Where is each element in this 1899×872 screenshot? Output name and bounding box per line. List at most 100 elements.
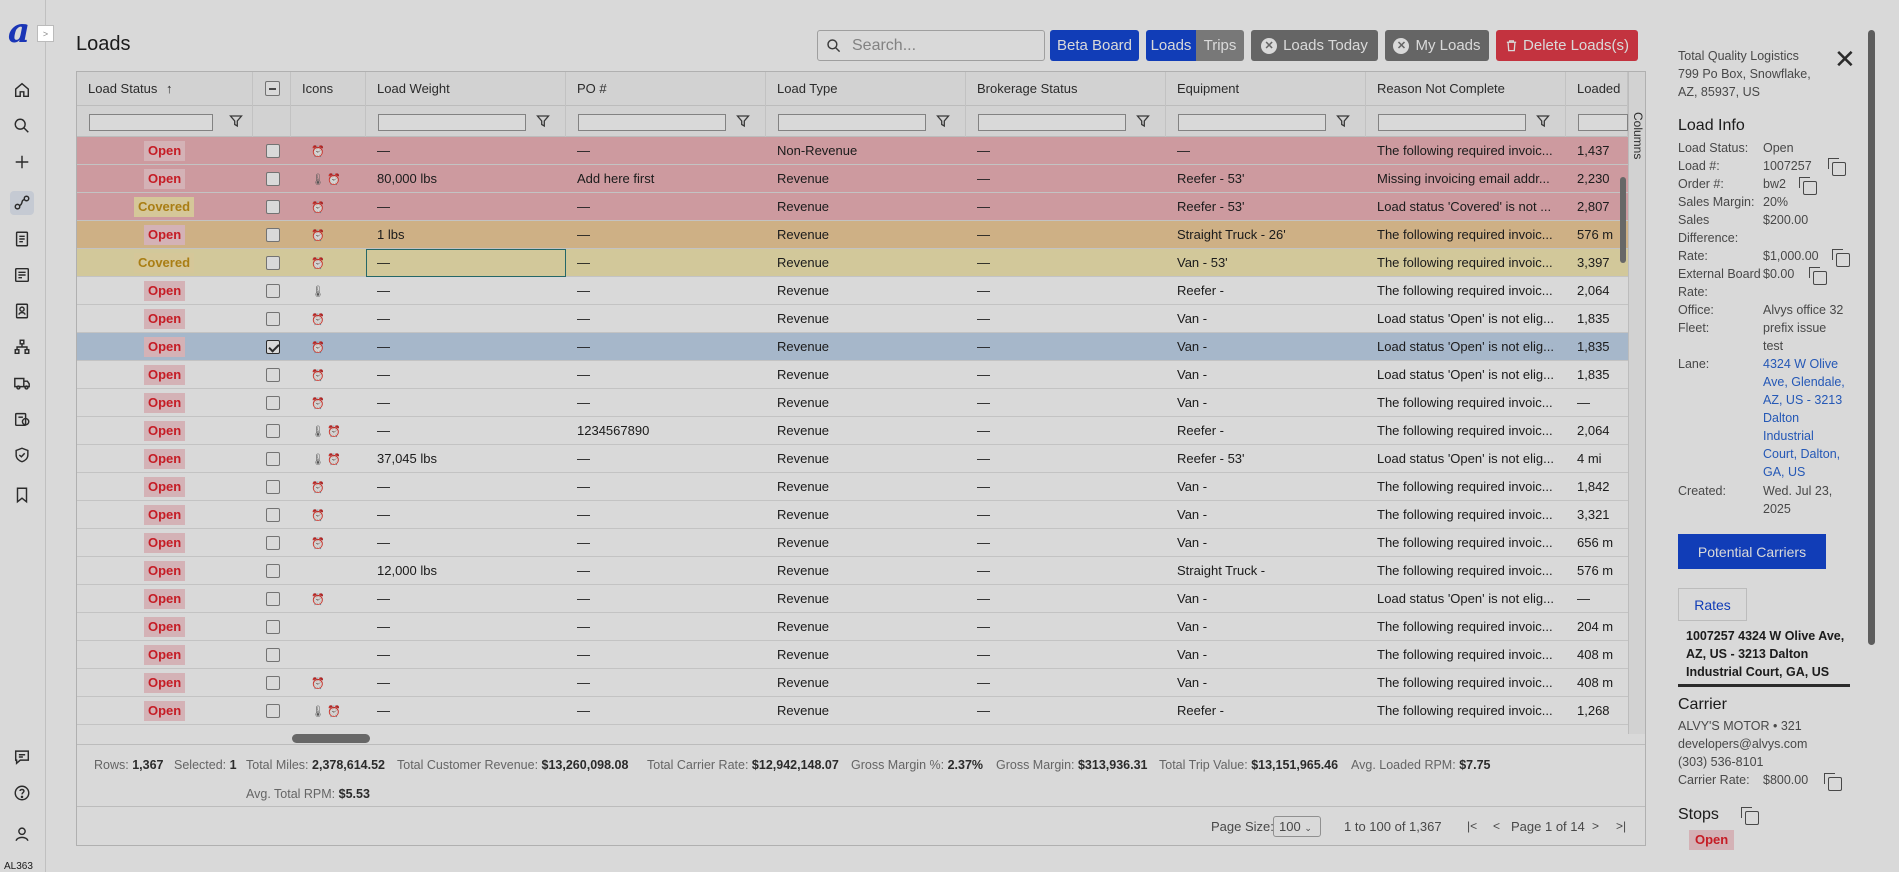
cell-equipment[interactable]: Van - xyxy=(1177,507,1208,522)
cell-loaded[interactable]: 204 m xyxy=(1577,619,1614,634)
cell-loaded[interactable]: 2,064 xyxy=(1577,423,1610,438)
table-row[interactable]: Open ⏰ — — Revenue — Van - The following requir… xyxy=(77,473,1628,501)
side-panel-scrollbar[interactable] xyxy=(1868,30,1875,645)
filter-input-equipment[interactable] xyxy=(1178,114,1326,131)
cell-loaded[interactable]: — xyxy=(1577,591,1590,606)
cell-reason[interactable]: The following required invoic... xyxy=(1377,507,1553,522)
cell-brokerage[interactable]: — xyxy=(977,535,990,550)
cell-reason[interactable]: Load status 'Open' is not elig... xyxy=(1377,591,1554,606)
cell-brokerage[interactable]: — xyxy=(977,171,990,186)
filter-icon[interactable] xyxy=(229,114,243,128)
first-page-icon[interactable]: |< xyxy=(1467,819,1478,833)
chat-icon[interactable] xyxy=(10,745,34,769)
cell-type[interactable]: Revenue xyxy=(777,227,830,242)
cell-loaded[interactable]: 2,064 xyxy=(1577,283,1610,298)
cell-weight[interactable]: — xyxy=(377,423,390,438)
route-icon[interactable] xyxy=(10,191,34,215)
cell-reason[interactable]: The following required invoic... xyxy=(1377,675,1553,690)
cell-type[interactable]: Revenue xyxy=(777,283,830,298)
cell-po[interactable]: — xyxy=(577,143,590,158)
row-checkbox[interactable] xyxy=(266,312,280,326)
cell-loaded[interactable]: 1,437 xyxy=(1577,143,1610,158)
copy-icon[interactable] xyxy=(1741,807,1759,825)
cell-type[interactable]: Revenue xyxy=(777,171,830,186)
cell-weight[interactable]: — xyxy=(377,367,390,382)
row-checkbox[interactable] xyxy=(266,368,280,382)
cell-type[interactable]: Revenue xyxy=(777,675,830,690)
row-checkbox[interactable] xyxy=(266,536,280,550)
copy-icon[interactable] xyxy=(1799,177,1817,195)
cell-loaded[interactable]: 1,268 xyxy=(1577,703,1610,718)
horizontal-scrollbar[interactable] xyxy=(292,734,370,743)
cell-equipment[interactable]: Straight Truck - xyxy=(1177,563,1266,578)
col-load-type[interactable]: Load Type xyxy=(766,72,966,106)
cell-weight[interactable]: — xyxy=(377,339,390,354)
table-row[interactable]: Open ⏰ — — Revenue — Van - The following requir… xyxy=(77,389,1628,417)
filter-icon[interactable] xyxy=(536,114,550,128)
cell-equipment[interactable]: Reefer - xyxy=(1177,283,1224,298)
cell-weight[interactable]: — xyxy=(377,591,390,606)
bookmark-icon[interactable] xyxy=(10,483,34,507)
cell-loaded[interactable]: 1,835 xyxy=(1577,367,1610,382)
cell-weight[interactable]: — xyxy=(377,619,390,634)
cell-equipment[interactable]: Reefer - xyxy=(1177,423,1224,438)
cell-reason[interactable]: The following required invoic... xyxy=(1377,619,1553,634)
row-checkbox[interactable] xyxy=(266,508,280,522)
cell-equipment[interactable]: Straight Truck - 26' xyxy=(1177,227,1286,242)
cell-equipment[interactable]: Van - xyxy=(1177,647,1208,662)
cell-weight[interactable]: — xyxy=(377,647,390,662)
filter-input-loaded[interactable] xyxy=(1578,114,1628,131)
cell-loaded[interactable]: 3,397 xyxy=(1577,255,1610,270)
cell-equipment[interactable]: Reefer - 53' xyxy=(1177,199,1245,214)
cell-weight[interactable]: 12,000 lbs xyxy=(377,563,437,578)
cell-equipment[interactable]: Reefer - xyxy=(1177,703,1224,718)
cell-reason[interactable]: The following required invoic... xyxy=(1377,703,1553,718)
cell-brokerage[interactable]: — xyxy=(977,619,990,634)
cell-brokerage[interactable]: — xyxy=(977,283,990,298)
filter-icon[interactable] xyxy=(1336,114,1350,128)
cell-po[interactable]: — xyxy=(577,647,590,662)
cell-po[interactable]: — xyxy=(577,619,590,634)
cell-po[interactable]: — xyxy=(577,311,590,326)
hierarchy-icon[interactable] xyxy=(10,335,34,359)
cell-loaded[interactable]: 3,321 xyxy=(1577,507,1610,522)
plus-icon[interactable] xyxy=(10,150,34,174)
cell-equipment[interactable]: Van - xyxy=(1177,395,1208,410)
table-row[interactable]: Covered ⏰ — — Revenue — Van - 53' The following… xyxy=(77,249,1628,277)
cell-type[interactable]: Revenue xyxy=(777,479,830,494)
row-checkbox[interactable] xyxy=(266,396,280,410)
last-page-icon[interactable]: >| xyxy=(1616,819,1627,833)
table-row[interactable]: Open ⏰ — — Revenue — Van - Load status 'Open' i… xyxy=(77,305,1628,333)
cell-brokerage[interactable]: — xyxy=(977,479,990,494)
cell-brokerage[interactable]: — xyxy=(977,703,990,718)
table-row[interactable]: Open ⏰ — — Revenue — Van - The following requir… xyxy=(77,501,1628,529)
cell-brokerage[interactable]: — xyxy=(977,591,990,606)
filter-input-type[interactable] xyxy=(778,114,926,131)
cell-type[interactable]: Revenue xyxy=(777,395,830,410)
cell-po[interactable]: — xyxy=(577,199,590,214)
cell-loaded[interactable]: 4 mi xyxy=(1577,451,1602,466)
cell-reason[interactable]: The following required invoic... xyxy=(1377,563,1553,578)
cell-type[interactable]: Revenue xyxy=(777,255,830,270)
cell-weight[interactable]: — xyxy=(377,535,390,550)
col-select-all[interactable] xyxy=(253,72,291,106)
table-row[interactable]: Open ⏰ — — Non-Revenue — — The following requir… xyxy=(77,137,1628,165)
row-checkbox[interactable] xyxy=(266,676,280,690)
contacts-icon[interactable] xyxy=(10,299,34,323)
row-checkbox[interactable] xyxy=(266,592,280,606)
beta-board-button[interactable]: Beta Board xyxy=(1050,30,1139,61)
cell-loaded[interactable]: 408 m xyxy=(1577,675,1614,690)
cell-weight[interactable]: 80,000 lbs xyxy=(377,171,437,186)
cell-po[interactable]: — xyxy=(577,367,590,382)
filter-input-po[interactable] xyxy=(578,114,726,131)
cell-equipment[interactable]: Van - 53' xyxy=(1177,255,1228,270)
table-row[interactable]: Open ⏰ — — Revenue — Van - Load status 'Open' i… xyxy=(77,361,1628,389)
cell-weight[interactable]: — xyxy=(377,143,390,158)
cell-equipment[interactable]: Van - xyxy=(1177,675,1208,690)
row-checkbox[interactable] xyxy=(266,480,280,494)
potential-carriers-button[interactable]: Potential Carriers xyxy=(1678,534,1826,569)
cell-type[interactable]: Revenue xyxy=(777,423,830,438)
cell-brokerage[interactable]: — xyxy=(977,367,990,382)
cell-reason[interactable]: Load status 'Open' is not elig... xyxy=(1377,339,1554,354)
cell-loaded[interactable]: — xyxy=(1577,395,1590,410)
